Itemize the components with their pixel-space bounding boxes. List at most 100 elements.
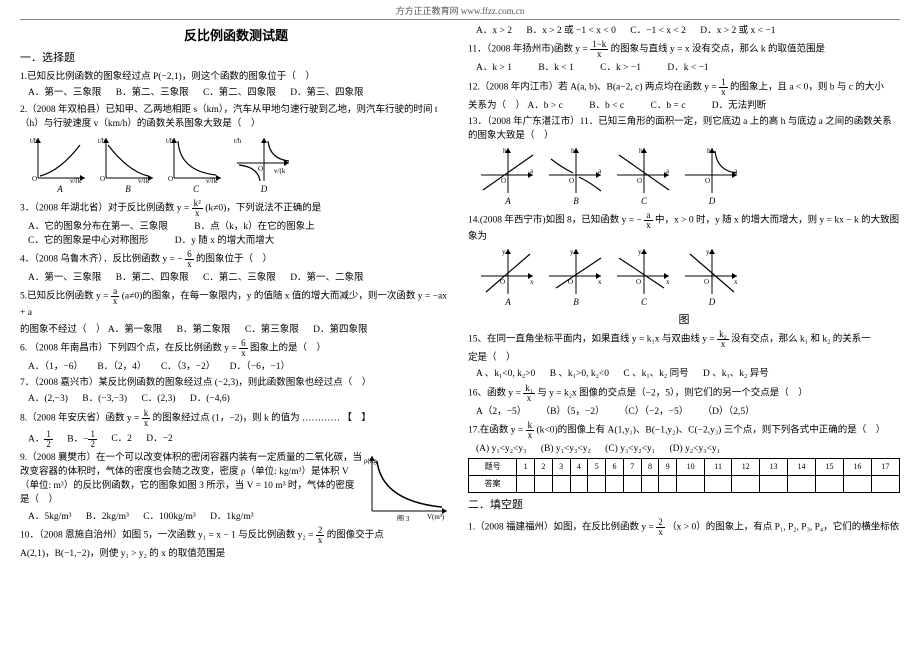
q7: 7．（2008 嘉兴市）某反比例函数的图象经过点 (−2,3)，则此函数图象也经… <box>20 376 452 390</box>
q8b: 的图象经过点 (1，−2)，则 k 的值为 ………… 【 】 <box>153 413 371 423</box>
q12: 12.（2008 年内江市）若 A(a, b)、B(a−2, c) 两点均在函数… <box>468 78 900 97</box>
q4-c: C．第二、三象限 <box>203 271 276 285</box>
q16-d: （D）（2,5） <box>703 405 755 419</box>
svg-text:t/h: t/h <box>98 137 106 145</box>
q1-opts: A．第一、三象限 B．第二、三象限 C．第二、四象限 D．第三、四象限 <box>28 86 452 100</box>
section-1-heading: 一．选择题 <box>20 50 452 67</box>
q10-frac: 2x <box>316 526 325 545</box>
svg-text:O: O <box>568 278 573 286</box>
svg-text:O: O <box>100 175 105 183</box>
q9-plot: ρ(kgV(m³)图 3 <box>362 451 452 521</box>
q4b: 的图象位于（ ） <box>196 255 272 265</box>
q13-plot-b: Oah <box>546 145 606 195</box>
q11-c: C．k > −1 <box>600 61 641 75</box>
q2-plot-a: t/hv/(kO <box>30 133 90 183</box>
svg-text:h: h <box>707 147 711 155</box>
q3-opts: A．它的图象分布在第一、三象限 B．点（k，k）在它的图象上 C．它的图象是中心… <box>28 220 452 249</box>
q9-b: B．2kg/m³ <box>86 510 129 524</box>
q5: 5.已知反比例函数 y = ax (a≠0)的图象，在每一象限内，y 的值随 x… <box>20 287 452 320</box>
q1-d: D．第三、四象限 <box>290 86 363 100</box>
svg-text:y: y <box>502 248 506 256</box>
q12-frac: 1x <box>719 78 728 97</box>
svg-text:t/h: t/h <box>166 137 174 145</box>
q12b: 的图象上，且 a < 0，则 b 与 c 的大小 <box>730 82 884 92</box>
q8-b: B．−12 <box>67 430 97 449</box>
q5-b: B．第二象限 <box>177 323 231 337</box>
q8-frac: kx <box>142 409 151 428</box>
svg-text:V(m³): V(m³) <box>427 513 445 521</box>
q6-d: D．（−6，−1） <box>230 360 290 374</box>
q2-plot-d: t/h v/(k O <box>234 133 294 183</box>
q11b: 的图象与直线 y = x 没有交点，那么 k 的取值范围是 <box>611 45 825 55</box>
q4a: 4．（2008 乌鲁木齐）．反比例函数 y = − <box>20 255 183 265</box>
q16a: 16、函数 y = <box>468 388 523 398</box>
q2: 2.（2008 年双柏县）已知甲、乙两地相距 s（km），汽车从甲地匀速行驶到乙… <box>20 103 452 132</box>
q8-c: C．2 <box>111 432 132 446</box>
svg-text:x: x <box>666 278 670 286</box>
q15c: 定是（ ） <box>468 351 900 365</box>
svg-text:O: O <box>705 177 710 185</box>
q5-c: C．第三象限 <box>245 323 299 337</box>
svg-text:x: x <box>598 278 602 286</box>
q14-frac: ax <box>644 211 653 230</box>
q2-plot-b: t/hv/(kO <box>98 133 158 183</box>
section-2-heading: 二．填空题 <box>468 497 900 514</box>
q6a: 6. （2008 年南昌市）下列四个点，在反比例函数 y = <box>20 343 239 353</box>
svg-text:a: a <box>666 167 670 175</box>
svg-text:O: O <box>569 177 574 185</box>
q12-d: D．无法判断 <box>712 99 766 113</box>
q10: 10．（2008 恩施自治州）如图 5，一次函数 y₁ = x − 1 与反比例… <box>20 526 452 545</box>
q12-c: C．b = c <box>651 99 686 113</box>
q4-frac: 6x <box>185 250 194 269</box>
q12-b: B．b < c <box>589 99 624 113</box>
q13-graphs: OahA OahB OahC OahD <box>478 145 900 209</box>
q9-c: C．100kg/m³ <box>143 510 195 524</box>
answer-table-head: 题号1234567891011121314151617 <box>469 459 900 476</box>
q10-opts: A．x > 2 B．x > 2 或 −1 < x < 0 C．−1 < x < … <box>476 24 900 38</box>
q14-lbl-a: A <box>478 296 538 310</box>
q5-a: A．第一象限 <box>108 323 162 337</box>
q7-c: C．(2,3) <box>141 392 175 406</box>
q6-b: B．（2，4） <box>97 360 146 374</box>
svg-text:v/(k: v/(k <box>274 167 286 175</box>
answer-table: 题号1234567891011121314151617 答案 <box>468 458 900 493</box>
svg-text:x: x <box>734 278 738 286</box>
q3-d: D．y 随 x 的增大而增大 <box>175 234 275 248</box>
q3b: (k≠0)，下列说法不正确的是 <box>205 203 321 213</box>
svg-text:v/(k: v/(k <box>70 177 82 183</box>
q6: 6. （2008 年南昌市）下列四个点，在反比例函数 y = 6x 图象上的是（… <box>20 339 452 358</box>
q6-c: C．（3，−2） <box>161 360 215 374</box>
q13-lbl-d: D <box>682 195 742 209</box>
q1-c: C．第二、四象限 <box>203 86 276 100</box>
svg-text:ρ(kg: ρ(kg <box>364 457 377 465</box>
q12c: 关系为（ ） A．b > c B．b < c C．b = c D．无法判断 <box>468 99 900 113</box>
q10a: 10．（2008 恩施自治州）如图 5，一次函数 y₁ = x − 1 与反比例… <box>20 530 316 540</box>
svg-text:O: O <box>501 177 506 185</box>
q4-opts: A．第一、三象限 B．第二、四象限 C．第二、三象限 D．第一、二象限 <box>28 271 452 285</box>
svg-text:O: O <box>258 165 263 173</box>
q15-c: C 、k₁、k₂ 同号 <box>623 367 688 381</box>
q9-d: D．1kg/m³ <box>210 510 254 524</box>
q9-a: A．5kg/m³ <box>28 510 72 524</box>
svg-text:O: O <box>32 175 37 183</box>
q4-b: B．第二、四象限 <box>116 271 189 285</box>
q4-d: D．第一、二象限 <box>290 271 363 285</box>
q2-lbl-d: D <box>234 183 294 197</box>
q11-opts: A．k > 1 B．k < 1 C．k > −1 D．k < −1 <box>476 61 900 75</box>
page-header: 方方正正教育网 www.ffzz.com.cn <box>20 0 900 20</box>
q8-opts: A．12 B．−12 C．2 D．−2 <box>28 430 452 449</box>
svg-text:O: O <box>637 177 642 185</box>
q15-frac: k₂x <box>717 330 729 349</box>
q16-frac: k₁x <box>523 384 535 403</box>
q3-c: C．它的图象是中心对称图形 <box>28 234 148 248</box>
q17-a: (A) y₁<y₂<y₃ <box>476 442 526 456</box>
q17: 17.在函数 y = kx (k<0)的图像上有 A(1,y₁)、B(−1,y₂… <box>468 421 900 440</box>
q6b: 图象上的是（ ） <box>250 343 326 353</box>
svg-text:t/h: t/h <box>234 137 242 145</box>
svg-text:y: y <box>570 248 574 256</box>
q5-d: D．第四象限 <box>313 323 367 337</box>
left-column: 反比例函数测试题 一．选择题 1.已知反比例函数的图象经过点 P(−2,1)，则… <box>20 24 452 563</box>
q1-a: A．第一、三象限 <box>28 86 101 100</box>
q16-opts: A（2，−5） （B）（5，−2） （C）（−2，−5） （D）（2,5） <box>476 405 900 419</box>
q7-d: D．(−4,6) <box>190 392 230 406</box>
